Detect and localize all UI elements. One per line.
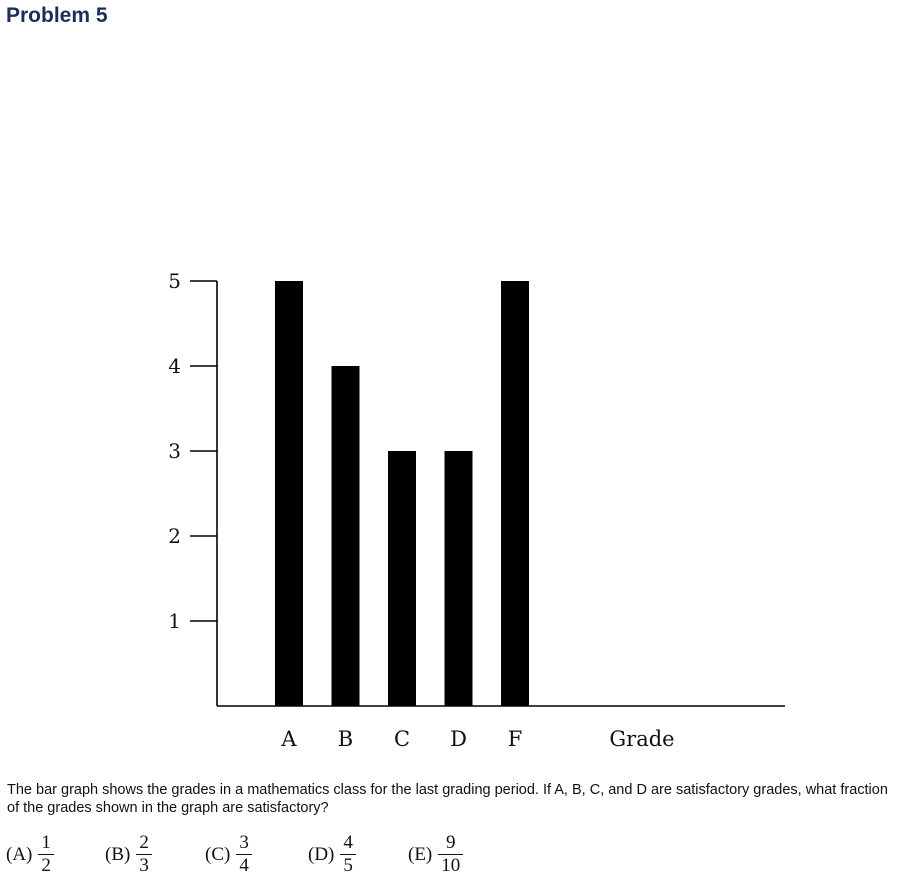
answer-choice[interactable]: (E) 9 10 — [408, 832, 464, 877]
fraction-numerator: 9 — [446, 832, 456, 853]
choice-label: (A) — [6, 843, 33, 865]
answer-choice[interactable]: (A) 1 2 — [6, 832, 54, 877]
choice-label: (D) — [308, 843, 335, 865]
x-category-label: D — [450, 727, 467, 751]
choice-label: (E) — [408, 843, 433, 865]
bar-c — [388, 451, 416, 706]
bar-chart: 1 2 3 4 5 A B C D F Grade — [168, 269, 785, 751]
bar-a — [275, 281, 303, 706]
x-category-label: B — [338, 727, 353, 751]
fraction-numerator: 3 — [239, 832, 249, 853]
x-category-label: C — [394, 727, 410, 751]
y-tick-label: 3 — [168, 439, 181, 463]
question-text: The bar graph shows the grades in a math… — [7, 782, 888, 816]
fraction-numerator: 1 — [41, 832, 51, 853]
choice-label: (C) — [205, 843, 231, 865]
bar-f — [501, 281, 529, 706]
choice-fraction: 9 10 — [438, 832, 464, 877]
answer-choices: (A) 1 2 (B) 2 3 (C) 3 4 (D) 4 5 (E) 9 10 — [0, 832, 900, 888]
choice-label: (B) — [105, 843, 131, 865]
answer-choice[interactable]: (B) 2 3 — [105, 832, 152, 877]
x-axis-title: Grade — [609, 727, 674, 751]
fraction-numerator: 4 — [343, 832, 353, 853]
y-tick-label: 4 — [168, 354, 181, 378]
answer-choice[interactable]: (C) 3 4 — [205, 832, 252, 877]
fraction-denominator: 3 — [136, 854, 152, 877]
fraction-denominator: 4 — [236, 854, 252, 877]
fraction-denominator: 10 — [438, 854, 464, 877]
y-tick-label: 5 — [168, 269, 181, 293]
fraction-denominator: 5 — [340, 854, 356, 877]
bar-b — [331, 366, 360, 706]
x-category-label: A — [280, 727, 297, 751]
y-tick-label: 1 — [168, 609, 181, 633]
x-category-label: F — [508, 727, 523, 751]
fraction-numerator: 2 — [139, 832, 149, 853]
answer-choice[interactable]: (D) 4 5 — [308, 832, 356, 877]
fraction-denominator: 2 — [38, 854, 54, 877]
bar-d — [444, 451, 473, 706]
y-tick-label: 2 — [168, 524, 181, 548]
problem-title: Problem 5 — [6, 4, 108, 27]
